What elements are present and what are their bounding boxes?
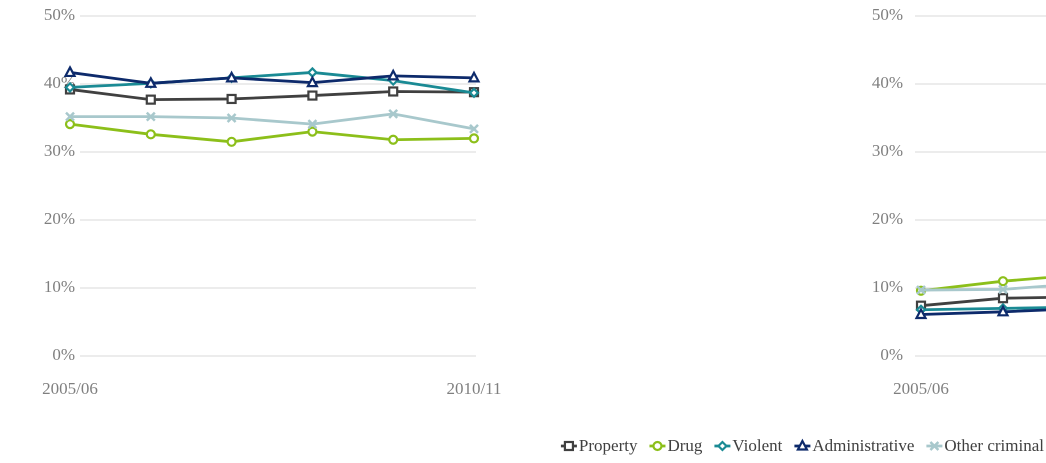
marker bbox=[65, 111, 75, 122]
legend-item: Violent bbox=[714, 436, 783, 455]
y-tick-label: 0% bbox=[52, 345, 75, 364]
marker bbox=[386, 68, 400, 81]
marker bbox=[468, 87, 480, 99]
y-tick-label: 20% bbox=[44, 209, 75, 228]
legend-item: Other criminal bbox=[926, 436, 1044, 455]
marker bbox=[307, 126, 318, 137]
marker bbox=[716, 440, 728, 452]
marker bbox=[307, 119, 318, 130]
y-tick-label: 10% bbox=[872, 277, 903, 296]
y-tick-label: 30% bbox=[872, 141, 903, 160]
marker bbox=[226, 93, 237, 105]
marker bbox=[916, 285, 926, 295]
y-tick-label: 30% bbox=[44, 141, 75, 160]
marker bbox=[652, 440, 663, 452]
marker bbox=[64, 81, 76, 93]
marker bbox=[996, 304, 1010, 317]
series-line bbox=[69, 71, 475, 95]
marker bbox=[226, 113, 237, 123]
marker bbox=[796, 438, 809, 451]
x-tick-label: 2010/11 bbox=[446, 379, 501, 398]
legend-label: Drug bbox=[667, 436, 702, 455]
legend-item: Drug bbox=[649, 436, 703, 455]
marker bbox=[929, 441, 940, 451]
marker bbox=[306, 66, 318, 78]
y-tick-label: 50% bbox=[44, 5, 75, 24]
marker bbox=[469, 123, 479, 134]
marker bbox=[63, 65, 77, 78]
marker bbox=[145, 111, 156, 122]
y-tick-label: 50% bbox=[872, 5, 903, 24]
marker bbox=[145, 94, 156, 105]
marker bbox=[388, 134, 399, 145]
y-tick-label: 20% bbox=[872, 209, 903, 228]
series-line bbox=[69, 88, 475, 102]
marker bbox=[388, 86, 399, 97]
marker bbox=[145, 129, 156, 140]
y-tick-label: 0% bbox=[880, 345, 903, 364]
x-tick-label: 2005/06 bbox=[42, 379, 98, 398]
marker bbox=[307, 90, 318, 101]
y-tick-label: 40% bbox=[872, 73, 903, 92]
legend-label: Violent bbox=[732, 436, 782, 455]
marker bbox=[64, 119, 76, 130]
marker bbox=[226, 136, 237, 147]
legend-label: Property bbox=[579, 436, 638, 455]
series-line bbox=[69, 71, 475, 85]
legend-label: Administrative bbox=[812, 436, 914, 455]
y-tick-label: 10% bbox=[44, 277, 75, 296]
legend-label: Other criminal bbox=[944, 436, 1044, 455]
marker bbox=[388, 109, 399, 119]
series-line bbox=[920, 306, 1046, 312]
marker bbox=[914, 307, 928, 320]
series-line bbox=[69, 122, 475, 144]
legend: Property Drug Violent Administrative Other c… bbox=[560, 436, 1044, 455]
x-tick-label: 2005/06 bbox=[893, 379, 949, 398]
marker bbox=[467, 70, 481, 83]
marker bbox=[468, 133, 480, 144]
marker bbox=[306, 75, 319, 88]
marker bbox=[997, 276, 1009, 287]
legend-item: Property bbox=[560, 436, 638, 455]
legend-item: Administrative bbox=[794, 436, 914, 455]
series-line bbox=[920, 296, 1046, 308]
marker bbox=[563, 440, 575, 452]
marker bbox=[997, 293, 1009, 304]
marker bbox=[144, 75, 158, 88]
marker bbox=[225, 70, 238, 83]
marker bbox=[998, 284, 1008, 295]
series-line bbox=[70, 112, 475, 131]
